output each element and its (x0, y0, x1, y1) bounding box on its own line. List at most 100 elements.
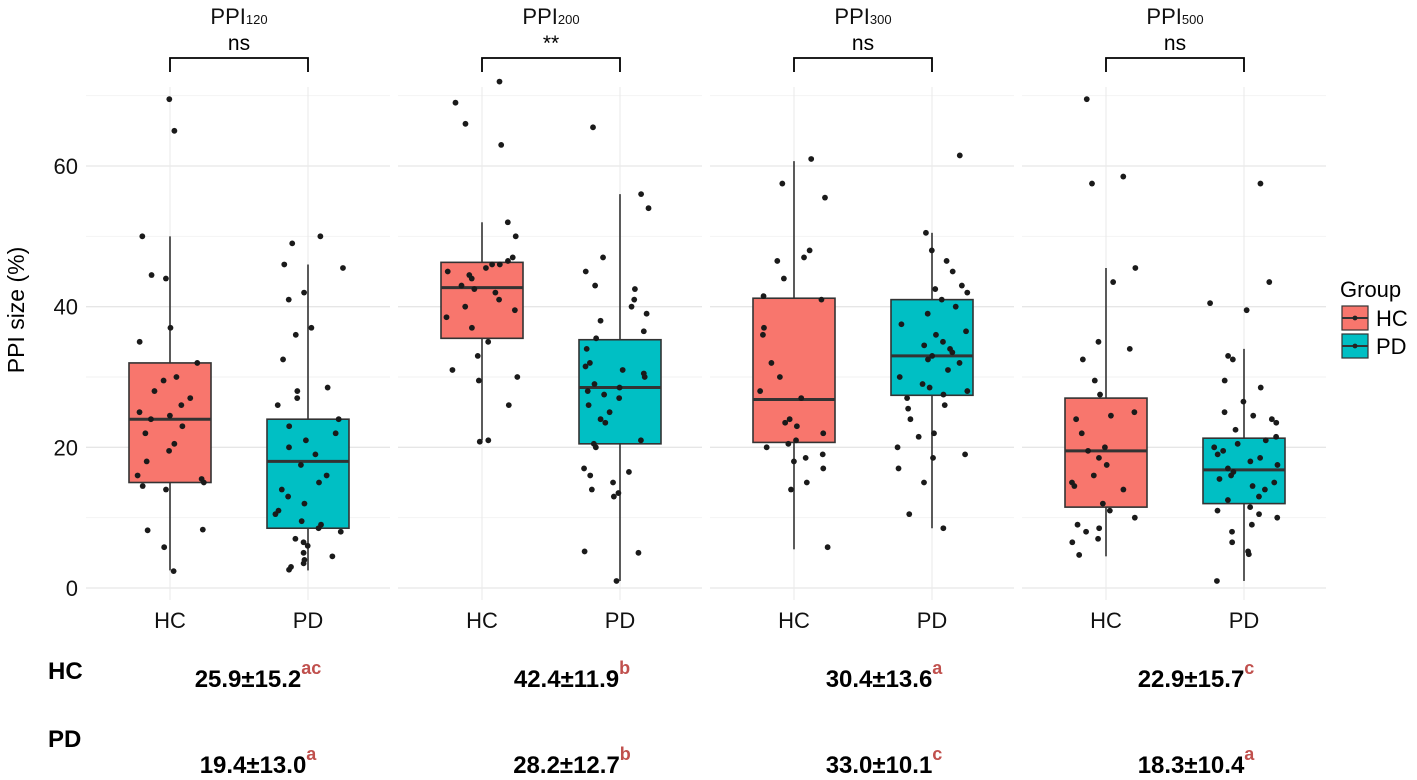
data-point (643, 310, 650, 317)
panel-title: PPI300 (834, 4, 891, 29)
x-tick-label: PD (1229, 608, 1260, 633)
data-point (929, 353, 936, 359)
data-point (638, 437, 644, 444)
data-point (323, 472, 330, 479)
data-point (798, 395, 805, 401)
data-point (444, 268, 451, 275)
data-point (760, 293, 767, 300)
data-point (1095, 535, 1101, 542)
data-point (1228, 472, 1235, 479)
data-point (803, 479, 810, 486)
data-point (170, 568, 177, 575)
data-point (286, 566, 292, 573)
data-point (808, 156, 815, 162)
data-point (1225, 353, 1231, 359)
data-point (300, 539, 307, 546)
data-point (613, 578, 620, 584)
data-point (498, 142, 505, 148)
data-point (1221, 377, 1228, 384)
data-point (768, 360, 775, 366)
data-point (1096, 525, 1103, 532)
data-point (1069, 539, 1076, 546)
data-point (1257, 454, 1264, 461)
data-point (931, 430, 937, 437)
data-point (1240, 398, 1247, 405)
data-point (1108, 412, 1114, 419)
data-point (300, 560, 307, 567)
data-point (582, 363, 589, 370)
stat-hc-ppi500: 22.9±15.7c (1137, 658, 1255, 693)
data-point (905, 405, 912, 412)
data-point (788, 486, 794, 493)
data-point (496, 78, 503, 85)
data-point (475, 377, 482, 384)
data-point (616, 395, 623, 401)
data-point (933, 331, 939, 338)
data-point (278, 486, 285, 493)
box-hc (1064, 397, 1148, 508)
box-hc (752, 297, 836, 444)
data-point (1262, 437, 1269, 444)
data-point (285, 296, 292, 303)
data-point (590, 124, 596, 131)
data-point (161, 544, 168, 551)
data-point (824, 544, 831, 551)
data-point (289, 240, 296, 247)
data-point (1102, 444, 1108, 451)
data-point (292, 535, 299, 542)
data-point (907, 416, 914, 423)
data-point (894, 444, 901, 451)
data-point (167, 324, 174, 331)
data-point (1224, 465, 1231, 472)
data-point (1257, 180, 1264, 187)
x-tick-label: PD (917, 608, 948, 633)
x-tick-label: HC (778, 608, 810, 633)
significance-label: ns (228, 32, 250, 55)
data-point (615, 490, 622, 496)
data-point (337, 528, 344, 535)
data-point (1249, 483, 1256, 489)
data-point (904, 395, 910, 401)
data-point (645, 205, 652, 212)
data-point (606, 409, 613, 416)
data-point (785, 440, 792, 447)
data-point (776, 374, 783, 380)
data-point (509, 254, 516, 261)
data-point (163, 486, 169, 493)
panel-title: PPI200 (522, 4, 579, 29)
data-point (308, 324, 315, 331)
data-point (340, 265, 346, 271)
data-point (802, 454, 809, 461)
data-point (1079, 356, 1086, 363)
data-point (1273, 433, 1280, 440)
data-point (1248, 521, 1255, 528)
data-point (1273, 419, 1280, 426)
stat-hc-ppi200: 42.4±11.9b (513, 658, 631, 693)
data-point (1207, 300, 1213, 307)
data-point (200, 479, 207, 486)
data-point (171, 127, 178, 134)
stat-pd-ppi500: 18.3±10.4a (1137, 744, 1255, 779)
data-point (581, 465, 587, 472)
data-point (919, 381, 926, 387)
data-point (285, 493, 292, 500)
data-point (822, 194, 828, 201)
data-point (945, 367, 951, 373)
data-point (782, 419, 789, 426)
data-point (602, 419, 609, 426)
data-point (301, 500, 308, 507)
data-point (923, 229, 929, 236)
data-point (928, 247, 935, 254)
data-point (1132, 265, 1139, 271)
data-point (163, 275, 169, 282)
data-point (514, 374, 521, 380)
data-point (941, 402, 948, 409)
data-point (583, 345, 590, 352)
data-point (505, 402, 512, 409)
data-point (1245, 551, 1252, 558)
y-tick-label: 40 (54, 295, 78, 320)
stat-pd-ppi200: 28.2±12.7b (513, 744, 631, 779)
data-point (511, 307, 518, 314)
data-point (298, 462, 304, 468)
data-point (1250, 412, 1257, 419)
